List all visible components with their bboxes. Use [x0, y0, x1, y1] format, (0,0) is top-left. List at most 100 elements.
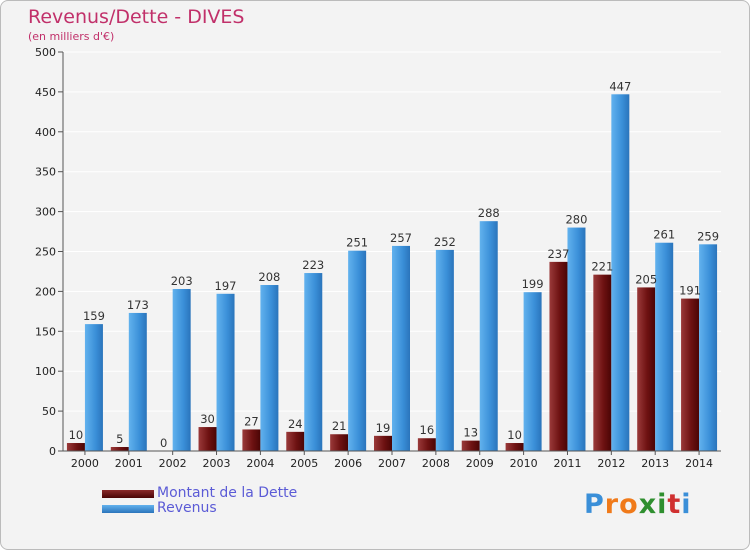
- logo-letter: i: [681, 489, 692, 520]
- x-tick-label: 2001: [115, 457, 143, 470]
- y-tick-label: 400: [35, 126, 56, 139]
- legend-swatch-dette: [102, 490, 154, 498]
- bar-revenus: [567, 227, 586, 451]
- data-label-revenus: 280: [565, 213, 587, 227]
- bar-revenus: [348, 250, 367, 451]
- data-label-revenus: 203: [171, 274, 193, 288]
- x-tick-label: 2005: [290, 457, 318, 470]
- data-label-dette: 237: [547, 247, 569, 261]
- bar-revenus: [392, 245, 410, 451]
- bar-revenus: [84, 324, 103, 451]
- data-label-dette: 10: [507, 428, 522, 442]
- logo-letter: o: [619, 489, 639, 520]
- data-label-dette: 10: [69, 428, 84, 442]
- x-tick-label: 2014: [685, 457, 713, 470]
- y-tick-label: 100: [35, 365, 56, 378]
- x-tick-label: 2000: [71, 457, 99, 470]
- data-label-dette: 13: [463, 426, 478, 440]
- x-tick-label: 2012: [597, 457, 625, 470]
- bar-dette: [198, 427, 217, 451]
- data-label-revenus: 208: [258, 270, 280, 284]
- bar-revenus: [699, 244, 718, 451]
- x-tick-label: 2004: [246, 457, 274, 470]
- x-tick-label: 2002: [159, 457, 187, 470]
- logo-letter: P: [584, 489, 605, 520]
- bar-dette: [286, 431, 305, 451]
- bar-revenus: [260, 285, 279, 451]
- data-label-revenus: 447: [609, 79, 631, 93]
- logo-letter: t: [667, 489, 682, 520]
- data-label-dette: 21: [332, 419, 347, 433]
- data-label-dette: 221: [591, 260, 613, 274]
- data-label-dette: 205: [635, 272, 657, 286]
- logo-letter: r: [604, 489, 620, 520]
- bar-revenus: [523, 292, 542, 451]
- bar-dette: [505, 443, 524, 451]
- bar-revenus: [611, 94, 630, 451]
- bar-revenus: [216, 293, 235, 451]
- data-label-dette: 27: [244, 414, 259, 428]
- x-tick-label: 2008: [422, 457, 450, 470]
- bar-revenus: [435, 249, 454, 451]
- data-label-revenus: 257: [390, 231, 412, 245]
- bar-revenus: [128, 312, 147, 451]
- data-label-dette: 19: [376, 421, 391, 435]
- y-tick-label: 300: [35, 206, 56, 219]
- bar-revenus: [304, 273, 323, 451]
- x-tick-label: 2009: [466, 457, 494, 470]
- chart-title: Revenus/Dette - DIVES: [28, 6, 245, 28]
- data-label-revenus: 261: [653, 228, 675, 242]
- data-label-revenus: 252: [434, 235, 456, 249]
- x-tick-label: 2007: [378, 457, 406, 470]
- chart-subtitle: (en milliers d'€): [28, 30, 115, 43]
- legend-swatch-revenus: [102, 505, 154, 513]
- bar-dette: [461, 440, 480, 451]
- bar-dette: [242, 429, 261, 451]
- bar-revenus: [172, 289, 191, 451]
- bar-revenus: [655, 242, 674, 451]
- data-label-revenus: 259: [697, 229, 719, 243]
- data-label-revenus: 197: [215, 279, 237, 293]
- legend-label-revenus: Revenus: [157, 500, 217, 516]
- y-tick-label: 450: [35, 86, 56, 99]
- y-tick-label: 50: [42, 405, 56, 418]
- data-label-revenus: 199: [522, 277, 544, 291]
- logo-letter: i: [657, 489, 668, 520]
- data-label-dette: 5: [116, 432, 123, 446]
- data-label-dette: 0: [160, 436, 167, 450]
- x-tick-label: 2010: [510, 457, 538, 470]
- x-tick-label: 2006: [334, 457, 362, 470]
- data-label-revenus: 251: [346, 236, 368, 250]
- bar-dette: [637, 287, 656, 451]
- bar-dette: [330, 434, 349, 451]
- y-tick-label: 150: [35, 325, 56, 338]
- bar-dette: [417, 438, 436, 451]
- bar-dette: [549, 261, 568, 451]
- y-tick-label: 200: [35, 285, 56, 298]
- x-tick-label: 2011: [553, 457, 581, 470]
- data-label-dette: 191: [679, 284, 701, 298]
- data-label-revenus: 288: [478, 206, 500, 220]
- y-tick-label: 0: [49, 445, 56, 458]
- y-tick-label: 250: [35, 246, 56, 259]
- y-tick-label: 500: [35, 46, 56, 59]
- y-tick-label: 350: [35, 166, 56, 179]
- bar-dette: [110, 447, 129, 451]
- bar-dette: [593, 274, 612, 451]
- data-label-dette: 24: [288, 417, 303, 431]
- data-label-dette: 30: [200, 412, 215, 426]
- logo-letter: x: [638, 489, 658, 520]
- bar-revenus: [479, 221, 498, 451]
- x-tick-label: 2013: [641, 457, 669, 470]
- bar-dette: [681, 298, 700, 451]
- proxiti-logo: Proxiti: [584, 489, 692, 520]
- data-label-revenus: 173: [127, 298, 149, 312]
- x-tick-label: 2003: [203, 457, 231, 470]
- bar-dette: [374, 435, 392, 451]
- data-label-revenus: 223: [302, 258, 324, 272]
- legend-label-dette: Montant de la Dette: [157, 485, 298, 501]
- bar-dette: [66, 443, 85, 451]
- data-label-revenus: 159: [83, 309, 105, 323]
